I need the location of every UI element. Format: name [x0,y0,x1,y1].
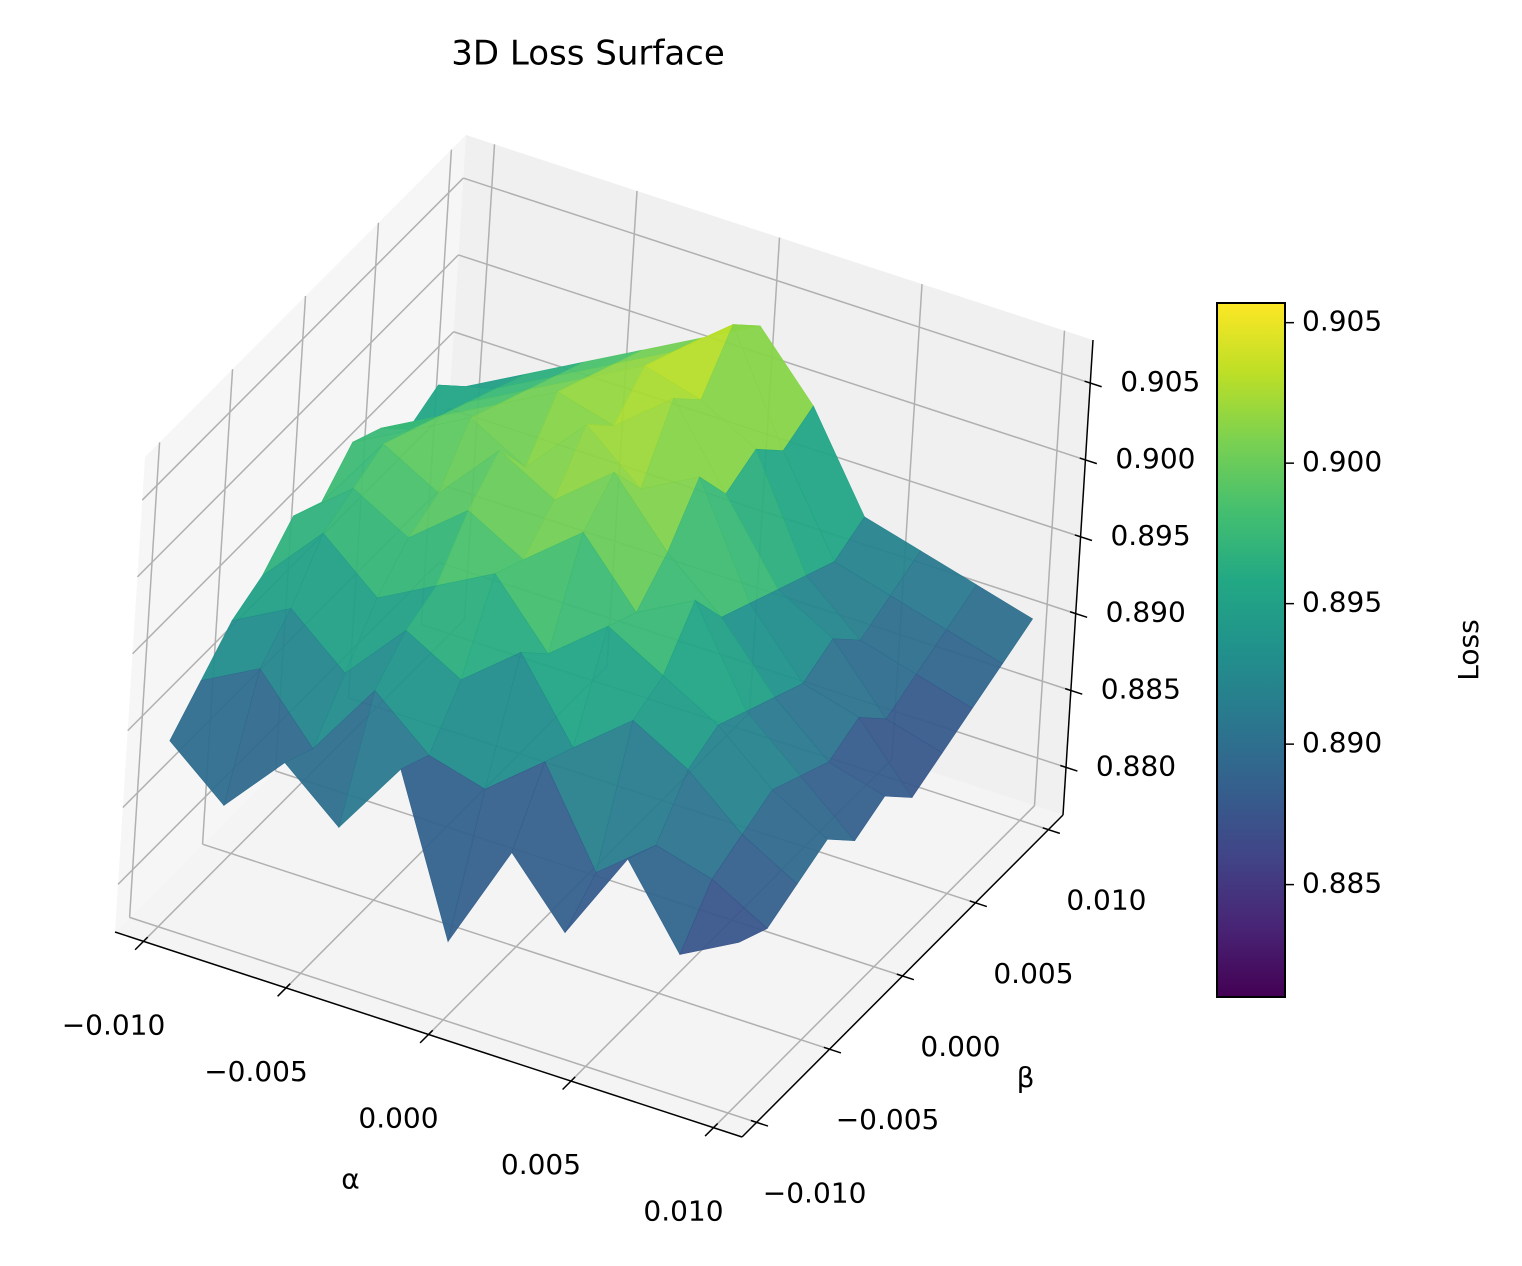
tick-mark [1042,827,1061,835]
z-tick-label: 0.895 [1110,519,1190,552]
tick-mark [704,1122,719,1137]
colorbar-tick-label: 0.895 [1302,586,1382,619]
tick-mark [823,1046,842,1054]
z-tick-label: 0.905 [1120,365,1200,398]
colorbar-tick-label: 0.890 [1302,726,1382,759]
chart-title: 3D Loss Surface [451,34,725,74]
x-tick-label: −0.005 [204,1055,308,1088]
colorbar-tick-label: 0.885 [1302,867,1382,900]
tick-mark [134,936,149,951]
z-tick-label: 0.885 [1101,672,1181,705]
colorbar-tick-label: 0.900 [1302,445,1382,478]
y-tick-label: 0.010 [1066,884,1146,917]
colorbar [1216,302,1286,998]
grid-line [463,177,1091,384]
grid-line [128,442,161,918]
grid-line [1033,330,1066,806]
grid-line [141,177,464,501]
tick-mark [896,973,915,981]
z-tick-label: 0.890 [1106,596,1186,629]
x-tick-label: −0.010 [62,1008,166,1041]
tick-mark [969,900,988,908]
surface-patch [679,878,768,955]
tick-mark [562,1076,576,1091]
x-tick-label: 0.010 [643,1195,723,1228]
tick-mark [1079,457,1098,465]
tick-mark [419,1029,434,1044]
axis-line [1062,339,1094,816]
colorbar-tick-label: 0.905 [1302,305,1382,338]
y-axis-label: β [1017,1061,1035,1094]
tick-mark [1064,687,1083,695]
z-tick-label: 0.880 [1096,749,1176,782]
grid-line [136,254,459,578]
grid-line [202,843,830,1050]
x-tick-label: 0.000 [358,1102,438,1135]
grid-line [132,331,455,655]
tick-mark [1069,611,1088,619]
y-tick-label: 0.000 [920,1030,1000,1063]
y-tick-label: −0.005 [836,1103,940,1136]
z-tick-label: 0.900 [1115,442,1195,475]
tick-mark [1060,764,1078,772]
y-tick-label: 0.005 [993,957,1073,990]
tick-mark [750,1119,769,1127]
x-axis-label: α [341,1163,359,1196]
x-tick-label: 0.005 [501,1148,581,1181]
tick-mark [277,983,291,997]
tick-mark [1084,380,1102,388]
y-tick-label: −0.010 [763,1176,867,1209]
colorbar-label: Loss [1452,619,1485,680]
tick-mark [1074,534,1093,542]
grid-line [129,916,757,1124]
